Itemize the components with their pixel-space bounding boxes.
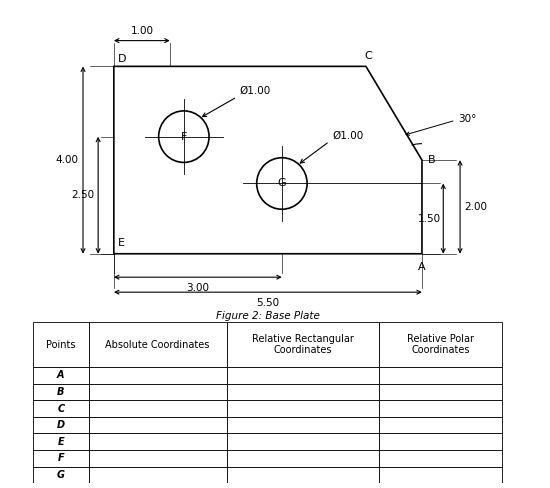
Text: 2.50: 2.50 — [72, 190, 95, 200]
Bar — [89, 467, 227, 483]
Bar — [89, 450, 227, 467]
Text: 2.00: 2.00 — [465, 202, 487, 212]
Text: D: D — [118, 54, 127, 64]
Bar — [89, 322, 227, 367]
Bar — [379, 400, 503, 417]
Text: C: C — [57, 404, 64, 414]
Text: G: G — [278, 179, 286, 188]
Text: B: B — [427, 155, 435, 165]
Text: 5.50: 5.50 — [256, 298, 279, 308]
Text: 1.50: 1.50 — [417, 214, 441, 224]
Text: Relative Polar
Coordinates: Relative Polar Coordinates — [407, 334, 474, 355]
Text: Relative Rectangular
Coordinates: Relative Rectangular Coordinates — [252, 334, 354, 355]
Text: G: G — [57, 470, 65, 480]
Text: 4.00: 4.00 — [56, 155, 79, 165]
Bar — [227, 450, 379, 467]
Text: F: F — [58, 453, 64, 463]
Bar — [89, 433, 227, 450]
Text: Figure 2: Base Plate: Figure 2: Base Plate — [216, 311, 320, 321]
Bar — [33, 400, 89, 417]
Bar — [379, 417, 503, 433]
Bar — [227, 433, 379, 450]
Text: E: E — [58, 437, 64, 447]
Bar — [227, 417, 379, 433]
Bar — [227, 400, 379, 417]
Bar — [379, 367, 503, 384]
Bar — [227, 322, 379, 367]
Text: B: B — [57, 387, 64, 397]
Text: 1.00: 1.00 — [130, 26, 153, 36]
Bar — [379, 322, 503, 367]
Bar — [33, 467, 89, 483]
Bar — [379, 384, 503, 400]
Bar — [89, 384, 227, 400]
Text: 30°: 30° — [458, 114, 477, 124]
Text: F: F — [180, 132, 187, 142]
Bar — [227, 367, 379, 384]
Bar — [33, 450, 89, 467]
Bar — [33, 417, 89, 433]
Bar — [33, 322, 89, 367]
Text: D: D — [57, 420, 65, 430]
Text: Points: Points — [46, 340, 75, 349]
Bar — [33, 367, 89, 384]
Text: C: C — [365, 51, 372, 61]
Bar — [379, 433, 503, 450]
Text: Ø1.00: Ø1.00 — [240, 85, 271, 96]
Bar — [89, 417, 227, 433]
Bar — [379, 450, 503, 467]
Text: Absolute Coordinates: Absolute Coordinates — [106, 340, 210, 349]
Text: A: A — [57, 370, 64, 381]
Text: E: E — [118, 238, 125, 248]
Bar — [227, 467, 379, 483]
Bar — [89, 400, 227, 417]
Bar — [33, 433, 89, 450]
Text: A: A — [418, 262, 426, 272]
Text: Ø1.00: Ø1.00 — [332, 130, 364, 141]
Bar — [227, 384, 379, 400]
Text: 3.00: 3.00 — [186, 283, 210, 293]
Bar — [33, 384, 89, 400]
Bar — [89, 367, 227, 384]
Bar — [379, 467, 503, 483]
